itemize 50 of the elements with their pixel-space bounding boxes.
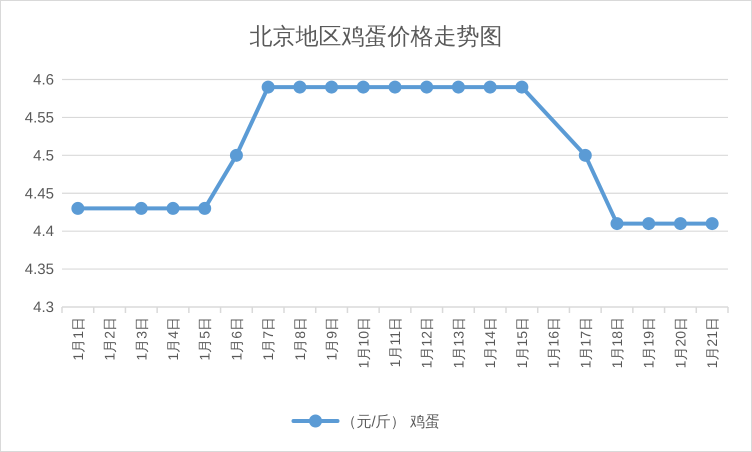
point [230,148,243,162]
legend: （元/斤） 鸡蛋 [292,414,440,430]
x-tick-label: 1月21日 [704,317,720,368]
x-tick-label: 1月1日 [70,317,86,361]
point [388,80,402,94]
x-tick-label: 1月6日 [228,317,244,361]
y-tick-label: 4.3 [33,299,54,316]
point [420,80,434,94]
x-tick-label: 1月14日 [482,317,498,368]
x-tick-label: 1月9日 [324,317,340,361]
y-tick-label: 4.35 [24,261,54,278]
x-tick-label: 1月10日 [355,317,372,368]
point [166,202,180,215]
point [578,148,592,162]
x-tick-label: 1月20日 [672,317,688,368]
y-tick-label: 4.45 [24,185,54,202]
x-tick-label: 1月19日 [640,317,657,368]
y-tick-label: 4.4 [33,223,54,240]
point [325,80,338,94]
x-tick-label: 1月17日 [577,317,594,368]
point [262,80,275,94]
x-tick-label: 1月11日 [387,317,403,368]
point [293,80,306,94]
point [134,202,148,215]
legend-label: （元/斤） 鸡蛋 [342,414,440,430]
point [610,217,624,230]
title: 北京地区鸡蛋价格走势图 [250,23,502,49]
x-tick-label: 1月8日 [292,317,308,361]
x-tick-label: 1月5日 [196,317,213,361]
x-tick-label: 1月4日 [165,317,181,361]
x-tick-label: 1月2日 [102,317,118,361]
x-tick-label: 1月16日 [546,317,562,368]
point [71,202,84,215]
y-tick-label: 4.5 [33,147,54,164]
point [706,217,719,230]
x-tick-label: 1月7日 [260,317,276,361]
point [674,217,687,230]
point [642,217,656,230]
y-tick-label: 4.55 [24,109,54,126]
point [484,80,497,94]
point [515,80,528,94]
x-tick-label: 1月15日 [514,317,530,368]
x-tick-label: 1月3日 [133,317,150,361]
y-tick-label: 4.6 [33,72,54,88]
point [452,80,465,94]
point [198,202,212,215]
x-tick-label: 1月18日 [609,317,625,368]
x-tick-label: 1月13日 [450,317,466,368]
point [356,80,370,94]
x-tick-label: 1月12日 [418,317,435,368]
